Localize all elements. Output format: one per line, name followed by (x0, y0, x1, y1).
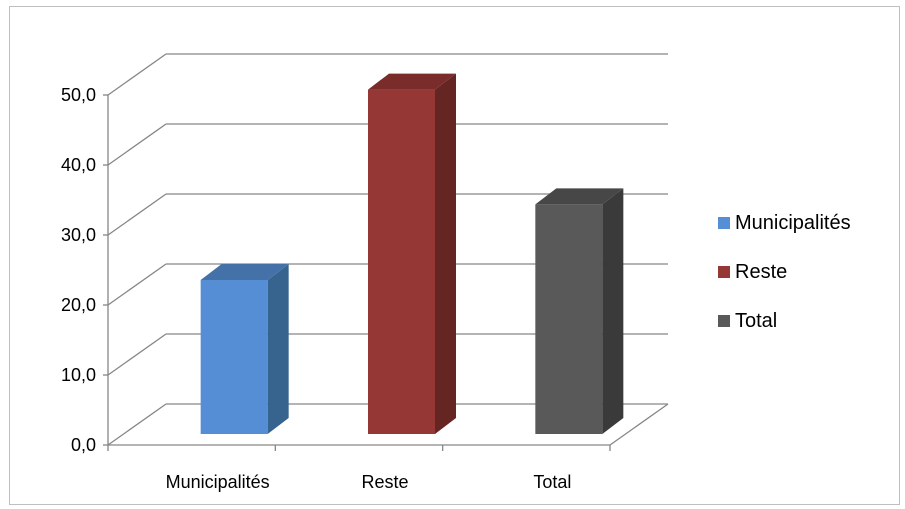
x-tick-label: Total (533, 472, 571, 492)
bar-top-face (535, 188, 624, 205)
bar-side-face (602, 188, 624, 434)
bar-top-face (368, 73, 456, 90)
gridline-side (107, 123, 167, 166)
y-tick-label: 0,0 (71, 435, 96, 455)
y-axis: 0,0 10,0 20,0 30,0 40,0 50,0 (61, 85, 109, 455)
legend-item: Municipalités (718, 212, 851, 234)
legend-label: Reste (735, 261, 787, 283)
bar-front-face (200, 280, 268, 434)
bar-reste (368, 73, 456, 434)
x-axis: Municipalités Reste Total (107, 445, 611, 492)
gridline-side (107, 193, 167, 236)
legend-swatch (718, 266, 730, 278)
gridline-side (107, 333, 167, 376)
legend-swatch (718, 217, 730, 229)
y-tick-label: 10,0 (61, 365, 96, 385)
bar-total (535, 188, 624, 434)
gridline-side (107, 263, 167, 306)
bar-side-face (435, 73, 456, 434)
y-tick-label: 20,0 (61, 295, 96, 315)
gridline-side (107, 53, 167, 96)
chart-frame (9, 6, 900, 505)
gridline-side (107, 403, 167, 446)
bar-municipalités (200, 264, 289, 434)
legend: Municipalités Reste Total (718, 212, 851, 332)
x-tick-label: Reste (361, 472, 408, 492)
bars (200, 73, 624, 434)
bar-top-face (200, 264, 289, 280)
y-tick-label: 30,0 (61, 225, 96, 245)
y-tick-label: 50,0 (61, 85, 96, 105)
bar-front-face (535, 204, 603, 434)
floor-right-edge (609, 403, 669, 446)
bar-side-face (267, 264, 289, 434)
y-tick-label: 40,0 (61, 155, 96, 175)
legend-item: Total (718, 310, 777, 332)
legend-label: Total (735, 310, 777, 332)
legend-swatch (718, 315, 730, 327)
legend-label: Municipalités (735, 212, 851, 234)
x-tick-label: Municipalités (166, 472, 270, 492)
legend-item: Reste (718, 261, 787, 283)
bar-front-face (368, 89, 435, 434)
